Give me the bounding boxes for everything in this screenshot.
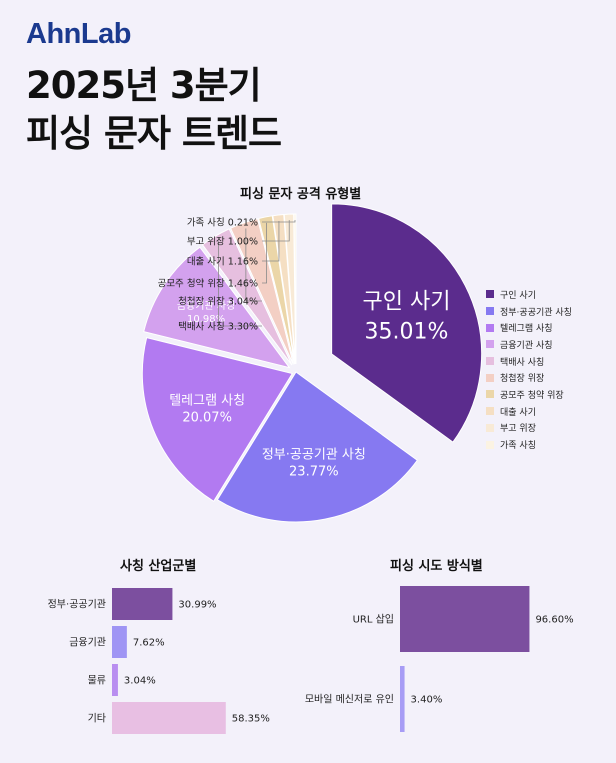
pie-value-텔레그램-사칭: 20.07% (182, 410, 232, 425)
legend-label: 정부·공공기관 사칭 (500, 307, 572, 318)
pie-callout-공모주-청약-위장: 공모주 청약 위장 1.46% (158, 278, 258, 290)
page-title-line-2: 피싱 문자 트렌드 (26, 112, 282, 155)
legend-swatch (486, 323, 494, 332)
ahnlab-logo: AhnLab (26, 18, 131, 50)
legend-swatch (486, 357, 494, 366)
bar-category-label: 모바일 메신저로 유인 (305, 694, 394, 706)
pie-value-정부-공공기관-사칭: 23.77% (289, 464, 339, 479)
pie-label-구인-사기: 구인 사기 (363, 289, 451, 314)
bar-value-label: 30.99% (178, 600, 216, 611)
pie-slice-대출-사기 (272, 213, 296, 365)
legend-label: 금융기관 사칭 (500, 340, 553, 351)
industry-chart-title: 사칭 산업군별 (120, 559, 197, 574)
bar-물류 (112, 664, 118, 696)
bar-value-label: 58.35% (232, 714, 270, 725)
pie-chart-title: 피싱 문자 공격 유형별 (240, 187, 362, 202)
pie-slice-청첩장-위장 (229, 218, 294, 365)
industry-bar-chart: 정부·공공기관 30.99% 금융기관 7.62% 물류 3.04% 기타 58.35% (48, 588, 270, 734)
pie-callout-청첩장-위장: 청첩장 위장 3.04% (178, 296, 258, 308)
bar-모바일-메신저로-유인 (400, 666, 405, 732)
legend-label: 대출 사기 (500, 407, 536, 418)
method-bar-chart: URL 삽입 96.60% 모바일 메신저로 유인 3.40% (305, 586, 574, 732)
legend-item-정부-공공기관-사칭: 정부·공공기관 사칭 (486, 303, 572, 320)
pie-slice-텔레그램-사칭 (141, 336, 294, 502)
leader-line-대출-사기 (262, 220, 280, 262)
legend-item-구인-사기: 구인 사기 (486, 286, 572, 303)
legend-item-공모주-청약-위장: 공모주 청약 위장 (486, 386, 572, 403)
page-title-line-1: 2025년 3분기 (26, 64, 262, 107)
pie-label-텔레그램-사칭: 텔레그램 사칭 (169, 393, 245, 408)
legend-swatch (486, 440, 494, 449)
bar-category-label: 물류 (88, 675, 106, 687)
legend-label: 택배사 사칭 (500, 357, 545, 368)
method-chart-title: 피싱 시도 방식별 (390, 559, 483, 574)
bar-category-label: URL 삽입 (353, 613, 394, 626)
legend-item-금융기관-사칭: 금융기관 사칭 (486, 336, 572, 353)
pie-slice-가족-사칭 (293, 213, 297, 365)
legend-swatch (486, 340, 494, 349)
legend-item-가족-사칭: 가족 사칭 (486, 436, 572, 453)
pie-label-금융기관-사칭: 금융기관 사칭 (177, 300, 235, 312)
pie-callout-가족-사칭: 가족 사칭 0.21% (187, 218, 258, 229)
bar-금융기관 (112, 626, 127, 658)
legend-swatch (486, 407, 494, 416)
legend-swatch (486, 290, 494, 299)
bar-URL-삽입 (400, 586, 530, 652)
pie-callout-택배사-사칭: 택배사 사칭 3.30% (178, 322, 258, 333)
legend-swatch (486, 373, 494, 382)
legend-item-텔레그램-사칭: 텔레그램 사칭 (486, 319, 572, 336)
pie-label-정부-공공기관-사칭: 정부·공공기관 사칭 (262, 447, 366, 462)
bar-value-label: 3.40% (411, 695, 443, 706)
pie-callout-대출-사기: 대출 사기 1.16% (187, 257, 258, 268)
bar-정부-공공기관 (112, 588, 173, 620)
legend-label: 가족 사칭 (500, 441, 536, 452)
leader-line-가족-사칭 (262, 220, 296, 223)
legend-item-택배사-사칭: 택배사 사칭 (486, 353, 572, 370)
leader-line-택배사-사칭 (218, 241, 262, 327)
bar-category-label: 정부·공공기관 (48, 599, 106, 611)
pie-slice-공모주-청약-위장 (258, 215, 295, 365)
pie-value-금융기관-사칭: 10.98% (187, 314, 225, 325)
page-title: 2025년 3분기 피싱 문자 트렌드 (26, 62, 282, 158)
legend-swatch (486, 423, 494, 432)
legend-label: 텔레그램 사칭 (500, 324, 553, 335)
legend-swatch (486, 390, 494, 399)
bar-category-label: 금융기관 (69, 637, 106, 649)
pie-slice-택배사-사칭 (201, 228, 293, 366)
pie-slice-금융기관-사칭 (143, 246, 291, 369)
pie-slice-부고-위장 (283, 213, 297, 365)
leader-line-청첩장-위장 (245, 228, 262, 302)
bar-value-label: 7.62% (133, 638, 165, 649)
legend-label: 청첩장 위장 (500, 374, 545, 385)
legend-label: 공모주 청약 위장 (500, 390, 564, 401)
bar-value-label: 96.60% (535, 615, 573, 626)
leader-line-부고-위장 (262, 220, 290, 242)
pie-value-구인-사기: 35.01% (365, 319, 449, 344)
pie-slice-정부-공공기관-사칭 (216, 371, 418, 523)
pie-slice-구인-사기 (331, 203, 483, 443)
bar-value-label: 3.04% (124, 676, 156, 687)
legend-swatch (486, 307, 494, 316)
bar-category-label: 기타 (88, 713, 106, 725)
legend-label: 부고 위장 (500, 424, 536, 435)
legend-item-청첩장-위장: 청첩장 위장 (486, 369, 572, 386)
bar-기타 (112, 702, 226, 734)
pie-callout-부고-위장: 부고 위장 1.00% (187, 236, 258, 248)
legend-item-부고-위장: 부고 위장 (486, 420, 572, 437)
leader-line-공모주-청약-위장 (262, 222, 267, 284)
legend-label: 구인 사기 (500, 290, 536, 301)
legend-item-대출-사기: 대출 사기 (486, 403, 572, 420)
